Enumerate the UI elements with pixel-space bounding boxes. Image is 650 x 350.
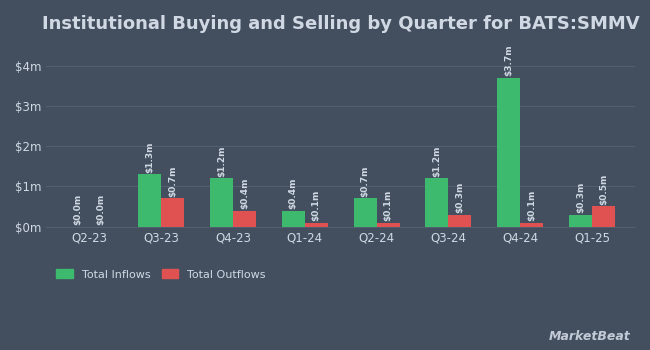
Title: Institutional Buying and Selling by Quarter for BATS:SMMV: Institutional Buying and Selling by Quar… xyxy=(42,15,640,33)
Bar xyxy=(161,198,184,226)
Text: $0.4m: $0.4m xyxy=(289,177,298,209)
Text: $0.3m: $0.3m xyxy=(576,182,585,213)
Text: MarketBeat: MarketBeat xyxy=(549,330,630,343)
Bar xyxy=(448,215,471,226)
Bar xyxy=(233,210,256,226)
Legend: Total Inflows, Total Outflows: Total Inflows, Total Outflows xyxy=(52,265,270,284)
Bar xyxy=(569,215,592,226)
Text: $0.3m: $0.3m xyxy=(456,182,464,213)
Text: $1.3m: $1.3m xyxy=(145,141,154,173)
Text: $1.2m: $1.2m xyxy=(432,145,441,177)
Text: $0.0m: $0.0m xyxy=(73,194,83,225)
Bar xyxy=(354,198,376,226)
Bar xyxy=(520,223,543,226)
Text: $0.5m: $0.5m xyxy=(599,174,608,205)
Bar xyxy=(376,223,400,226)
Text: $0.0m: $0.0m xyxy=(96,194,105,225)
Text: $0.7m: $0.7m xyxy=(361,165,370,197)
Text: $0.4m: $0.4m xyxy=(240,177,249,209)
Bar xyxy=(138,174,161,226)
Bar xyxy=(497,78,520,226)
Text: $0.1m: $0.1m xyxy=(527,190,536,221)
Bar xyxy=(592,206,615,226)
Bar xyxy=(282,210,305,226)
Text: $0.1m: $0.1m xyxy=(312,190,320,221)
Text: $0.7m: $0.7m xyxy=(168,165,177,197)
Bar xyxy=(210,178,233,226)
Bar xyxy=(425,178,448,226)
Bar xyxy=(305,223,328,226)
Text: $3.7m: $3.7m xyxy=(504,44,513,76)
Text: $1.2m: $1.2m xyxy=(217,145,226,177)
Text: $0.1m: $0.1m xyxy=(384,190,393,221)
